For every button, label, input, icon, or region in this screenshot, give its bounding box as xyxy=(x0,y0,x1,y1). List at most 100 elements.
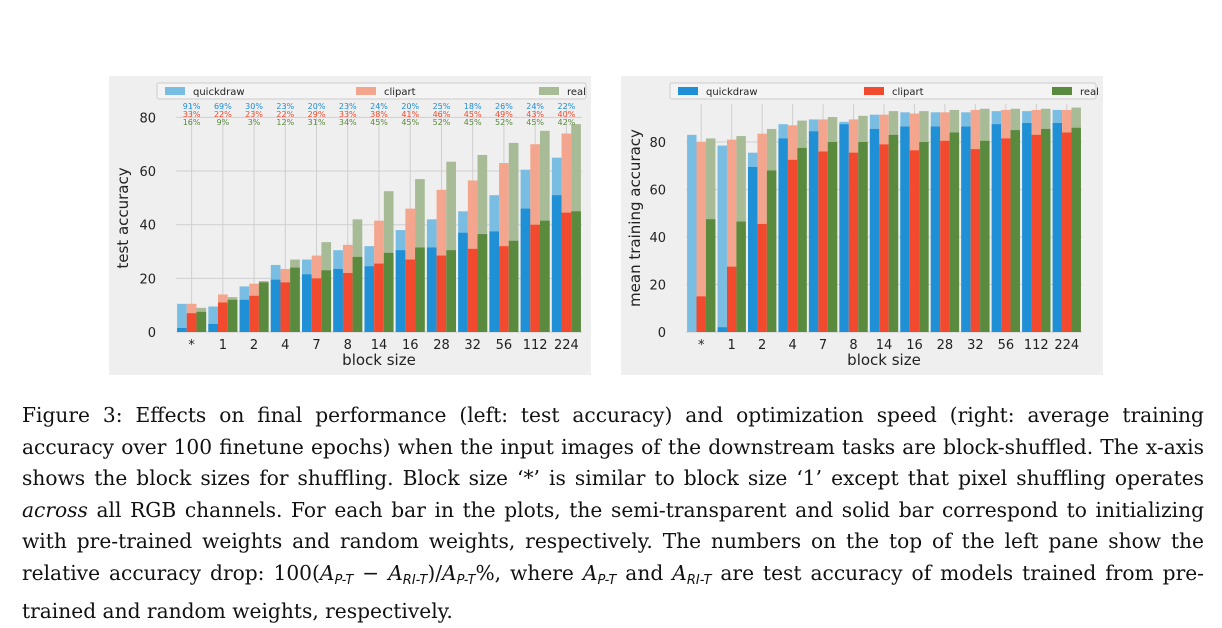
bar-random-quickdraw xyxy=(1052,123,1063,332)
bar-random-real xyxy=(919,142,929,332)
bar-random-clipart xyxy=(818,151,828,332)
bar-random-quickdraw xyxy=(239,299,250,332)
x-tick-label: * xyxy=(698,338,705,353)
annotation-quickdraw: 69% xyxy=(214,102,232,111)
bar-random-quickdraw xyxy=(551,195,562,332)
bar-random-real xyxy=(508,240,519,332)
bar-random-real xyxy=(766,170,777,332)
bar-pretrained-quickdraw xyxy=(717,145,727,332)
bar-pretrained-quickdraw xyxy=(177,303,187,332)
annotation-quickdraw: 30% xyxy=(245,102,263,111)
bar-random-clipart xyxy=(405,259,416,332)
bar-random-clipart xyxy=(970,149,981,332)
bar-random-real xyxy=(258,282,269,332)
annotation-quickdraw: 24% xyxy=(370,102,388,111)
right-chart-mean-training-accuracy: 0 20 40 60 80 * 1 2 4 7 8 14 16 28 32 56 112 224 block siz… xyxy=(621,76,1103,375)
bar-random-quickdraw xyxy=(520,208,531,332)
bar-random-real xyxy=(949,132,960,332)
bar-random-real xyxy=(571,211,581,332)
legend-swatch-real xyxy=(539,87,559,95)
bar-random-real xyxy=(705,219,716,332)
annotation-real: 16% xyxy=(183,118,201,127)
bar-random-clipart xyxy=(909,150,920,332)
formula-minus: − xyxy=(353,560,389,585)
formula-a-2: A xyxy=(388,560,403,585)
bar-random-quickdraw xyxy=(839,124,849,332)
annotation-clipart: 49% xyxy=(495,110,513,119)
annotation-real: 52% xyxy=(433,118,451,127)
x-tick-label: 28 xyxy=(937,338,954,353)
annotation-real: 3% xyxy=(248,118,261,127)
caption-text-4: and xyxy=(616,560,673,585)
annotation-clipart: 29% xyxy=(308,110,326,119)
annotation-quickdraw: 91% xyxy=(183,102,201,111)
annotation-real: 42% xyxy=(557,118,575,127)
bar-random-quickdraw xyxy=(900,126,910,332)
x-tick-label: 16 xyxy=(402,338,419,353)
bar-random-real xyxy=(858,142,868,332)
y-tick-label: 60 xyxy=(139,165,156,180)
annotation-quickdraw: 26% xyxy=(495,102,513,111)
x-tick-label: 8 xyxy=(849,338,857,353)
annotation-real: 45% xyxy=(526,118,544,127)
x-tick-label: 16 xyxy=(906,338,923,353)
legend-label-clipart: clipart xyxy=(384,87,416,98)
x-axis-label: block size xyxy=(847,351,921,369)
bar-random-real xyxy=(888,134,899,332)
bar-random-clipart xyxy=(561,212,572,332)
annotation-quickdraw: 23% xyxy=(339,102,357,111)
bar-random-quickdraw xyxy=(930,126,941,332)
x-tick-label: 112 xyxy=(1024,338,1049,353)
annotation-quickdraw: 18% xyxy=(464,102,482,111)
bar-pretrained-real xyxy=(446,161,456,332)
x-tick-label: 224 xyxy=(554,338,579,353)
caption-label: Figure 3: xyxy=(22,403,123,427)
x-tick-label: 2 xyxy=(250,338,258,353)
bar-random-real xyxy=(477,234,488,332)
annotation-real: 45% xyxy=(464,118,482,127)
annotation-clipart: 45% xyxy=(464,110,482,119)
annotation-quickdraw: 23% xyxy=(276,102,294,111)
y-tick-label: 40 xyxy=(139,219,156,234)
y-tick-label: 0 xyxy=(658,326,666,341)
bar-random-clipart xyxy=(787,159,798,332)
symbol-a-pt: A xyxy=(582,560,598,585)
bar-random-clipart xyxy=(374,263,384,332)
bar-random-clipart xyxy=(940,140,950,332)
annotation-quickdraw: 24% xyxy=(526,102,544,111)
figure-caption: Figure 3: Effects on final performance (… xyxy=(22,400,1204,628)
y-tick-label: 20 xyxy=(139,272,156,287)
bar-random-clipart xyxy=(499,246,509,332)
x-tick-label: 32 xyxy=(464,338,481,353)
x-tick-label: 4 xyxy=(281,338,289,353)
bar-random-quickdraw xyxy=(426,247,437,332)
bar-random-real xyxy=(321,270,332,332)
annotation-real: 31% xyxy=(308,118,326,127)
legend-label-real: real xyxy=(567,87,586,98)
formula-a: A xyxy=(319,560,335,585)
legend-swatch-quickdraw xyxy=(165,87,185,95)
legend-label-real: real xyxy=(1080,87,1099,98)
bar-random-clipart xyxy=(530,224,540,332)
bar-random-real xyxy=(415,247,425,332)
annotation-clipart: 46% xyxy=(433,110,451,119)
bar-random-quickdraw xyxy=(961,126,971,332)
x-tick-label: 56 xyxy=(496,338,513,353)
bar-random-clipart xyxy=(1001,138,1011,332)
formula-sub-pt-2: P-T xyxy=(456,572,476,588)
x-tick-label: 28 xyxy=(433,338,450,353)
caption-emphasis: across xyxy=(22,497,88,522)
bar-random-quickdraw xyxy=(717,327,727,332)
bar-random-quickdraw xyxy=(302,274,312,332)
bar-pretrained-quickdraw xyxy=(208,306,219,332)
bar-random-real xyxy=(352,256,363,332)
formula-slash: )/ xyxy=(427,560,443,585)
y-tick-label: 0 xyxy=(148,326,156,341)
bar-random-quickdraw xyxy=(1022,123,1032,332)
annotation-clipart: 40% xyxy=(557,110,575,119)
bar-random-clipart xyxy=(848,152,859,332)
annotation-real: 52% xyxy=(495,118,513,127)
x-axis-label: block size xyxy=(342,351,416,369)
bar-random-real xyxy=(736,221,746,332)
